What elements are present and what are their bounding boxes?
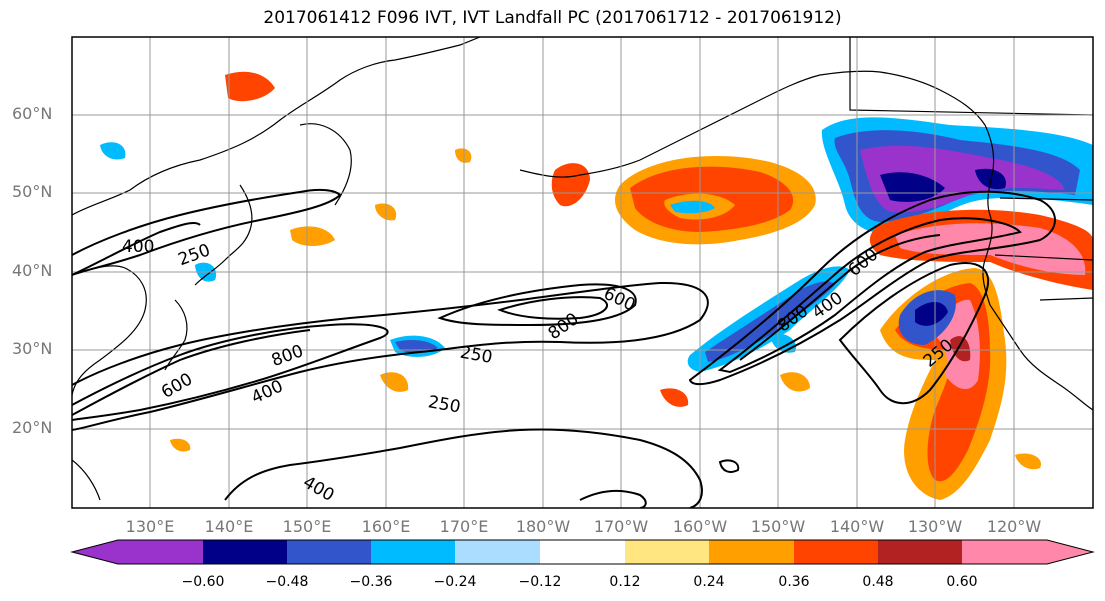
colorbar [70,539,1095,565]
colorbar-cell [962,540,1047,564]
map-title: 2017061412 F096 IVT, IVT Landfall PC (20… [263,8,842,28]
colorbar-cell [794,540,878,564]
contour-label: 400 [299,472,337,506]
colorbar-cell [203,540,287,564]
lat-label-60n: 60°N [12,104,53,123]
lon-label: 180°W [515,517,571,536]
colorbar-tick-label: −0.48 [265,574,309,590]
colorbar-cell [709,540,794,564]
colorbar-cell [455,540,540,564]
colorbar-cell [878,540,962,564]
pc-filled-contours [100,71,1093,500]
lon-label: 140°E [204,517,254,536]
map-frame [71,36,1094,509]
lat-label-20n: 20°N [12,418,53,437]
colorbar-tick-label: 0.60 [946,574,978,590]
lon-label: 130°E [125,517,175,536]
lon-label: 140°W [829,517,885,536]
lon-label: 130°W [907,517,963,536]
colorbar-cell [540,540,625,564]
lon-label: 150°W [750,517,806,536]
colorbar-min-extension [72,540,118,564]
lon-label: 160°W [672,517,728,536]
colorbar-tick-label: −0.60 [181,574,225,590]
lon-label: 170°W [593,517,649,536]
colorbar-tick-label: −0.12 [518,574,562,590]
contour-label: 250 [427,392,462,417]
lon-label: 120°W [986,517,1042,536]
colorbar-tick-label: 0.48 [862,574,894,590]
contour-label: 600 [600,284,638,316]
colorbar-cell [287,540,371,564]
lon-label: 150°E [282,517,332,536]
lon-label: 160°E [361,517,411,536]
coastlines [72,37,1093,501]
colorbar-cell [118,540,203,564]
colorbar-cell [371,540,455,564]
colorbar-tick-label: 0.24 [693,574,725,590]
contour-label: 800 [545,309,583,344]
colorbar-outline [70,539,1095,565]
colorbar-tick-label: −0.24 [433,574,477,590]
ivt-contours [72,188,1056,508]
contour-label: 400 [122,237,154,257]
colorbar-max-extension [1047,540,1093,564]
colorbar-tick-label: −0.36 [349,574,393,590]
colorbar-tick-label: 0.12 [609,574,641,590]
lat-label-50n: 50°N [12,182,53,201]
lat-label-40n: 40°N [12,261,53,280]
lon-label: 170°E [439,517,489,536]
colorbar-tick-label: 0.36 [778,574,810,590]
colorbar-cell [625,540,709,564]
lat-label-30n: 30°N [12,339,53,358]
